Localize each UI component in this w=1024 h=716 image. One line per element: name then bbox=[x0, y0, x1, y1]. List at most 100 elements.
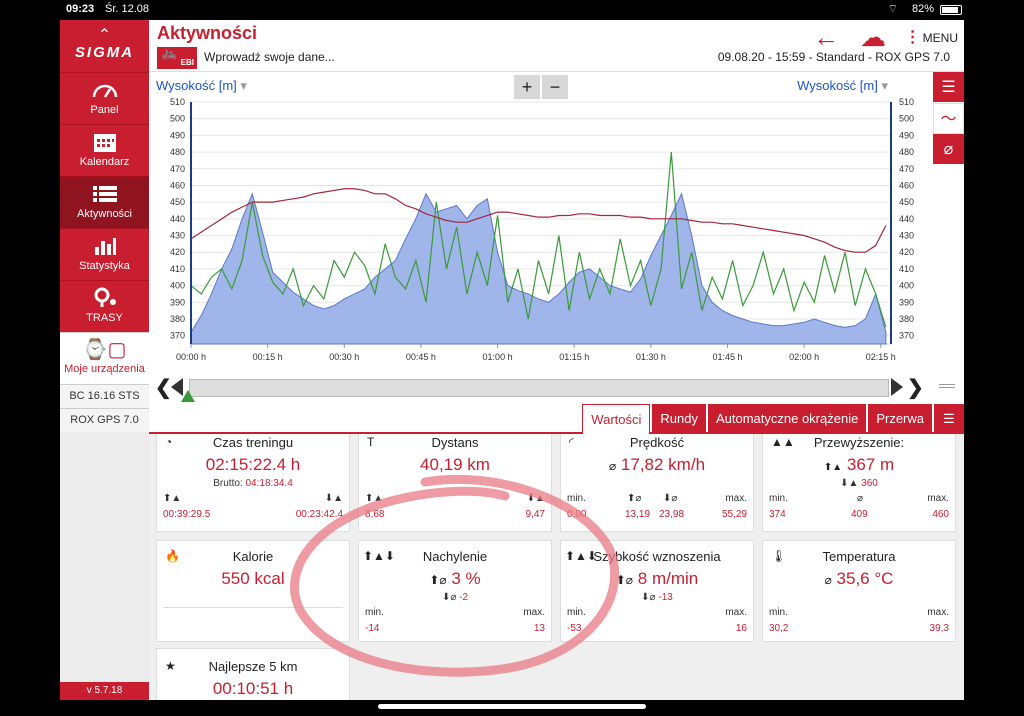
notes-input[interactable]: Wprowadź swoje dane... bbox=[204, 50, 335, 64]
left-axis-selector[interactable]: Wysokość [m] ▾ bbox=[156, 78, 247, 93]
flame-icon: 🔥 bbox=[165, 549, 180, 563]
uphill-icon: ⬆▲ bbox=[365, 493, 384, 504]
hand-drawn-circle-annotation bbox=[290, 474, 620, 677]
zoom-out-button[interactable]: − bbox=[542, 75, 568, 99]
card-predkosc[interactable]: ◜ Prędkość ⌀ 17,82 km/h min. ⬆⌀ ⬇⌀ max. … bbox=[560, 434, 754, 532]
watch-device-icon: ⌚▢ bbox=[82, 339, 127, 361]
legend-list-button[interactable]: ☰ bbox=[933, 72, 964, 103]
average-button[interactable]: ⌀ bbox=[933, 134, 964, 165]
zoom-in-button[interactable]: + bbox=[514, 75, 540, 99]
sidebar-item-kalendarz[interactable]: Kalendarz bbox=[60, 124, 149, 176]
x-tick-label: 01:00 h bbox=[483, 352, 513, 362]
menu-button[interactable]: ⋮ MENU bbox=[904, 29, 958, 46]
uphill-avg-icon: ⬆⌀ bbox=[627, 493, 642, 504]
y-tick-label-left: 370 bbox=[170, 331, 185, 341]
card-szybkosc-wznoszenia[interactable]: ⬆▲⬇ Szybkość wznoszenia ⬆⌀ 8 m/min ⬇⌀ -1… bbox=[560, 540, 754, 642]
drag-handle-icon[interactable] bbox=[939, 384, 955, 388]
card-najlepsze-5km[interactable]: ★ Najlepsze 5 km 00:10:51 h bbox=[156, 648, 350, 700]
x-tick-label: 00:15 h bbox=[253, 352, 283, 362]
page-title: Aktywności bbox=[157, 23, 258, 43]
star-icon: ★ bbox=[165, 659, 176, 673]
activity-meta: 09.08.20 - 15:59 - Standard - ROX GPS 7.… bbox=[717, 50, 950, 64]
average-icon: ⌀ bbox=[608, 459, 617, 473]
position-marker[interactable] bbox=[181, 390, 195, 402]
card-nachylenie[interactable]: ⬆▲⬇ Nachylenie ⬆⌀ 3 % ⬇⌀ -2 min. max. -1… bbox=[358, 540, 552, 642]
card-temperatura[interactable]: 🌡 Temperatura ⌀ 35,6 °C min. max. 30,2 3… bbox=[762, 540, 956, 642]
y-tick-label-right: 440 bbox=[899, 214, 914, 224]
y-tick-label-right: 380 bbox=[899, 314, 914, 324]
timeline-right-arrow[interactable]: ❯ bbox=[907, 377, 924, 399]
app-window: ⌃ SIGMA Panel Kalendarz Aktywności Staty… bbox=[60, 20, 964, 700]
y-tick-label-right: 450 bbox=[899, 197, 914, 207]
sidebar-item-statystyka[interactable]: Statystyka bbox=[60, 228, 149, 280]
sidebar-item-trasy[interactable]: TRASY bbox=[60, 280, 149, 332]
uphill-icon: ⬆▲ bbox=[823, 462, 843, 473]
cloud-sync-icon[interactable]: ☁ bbox=[860, 22, 886, 52]
y-tick-label-right: 410 bbox=[899, 264, 914, 274]
sidebar-item-panel[interactable]: Panel bbox=[60, 72, 149, 124]
list-icon bbox=[92, 186, 117, 202]
wifi-icon: ⌔ bbox=[887, 3, 898, 15]
y-tick-label-left: 380 bbox=[170, 314, 185, 324]
y-tick-label-left: 460 bbox=[170, 180, 185, 190]
downhill-icon: ⬇▲ bbox=[840, 478, 862, 489]
device-item[interactable]: ROX GPS 7.0 bbox=[60, 408, 149, 432]
x-tick-label: 01:45 h bbox=[712, 352, 742, 362]
y-tick-label-right: 400 bbox=[899, 281, 914, 291]
device-item[interactable]: BC 16.16 STS bbox=[60, 384, 149, 408]
route-pin-icon bbox=[94, 287, 116, 307]
downhill-avg-icon: ⬇⌀ bbox=[663, 493, 678, 504]
status-time: 09:23 bbox=[66, 3, 95, 15]
y-tick-label-left: 490 bbox=[170, 130, 185, 140]
y-tick-label-right: 370 bbox=[899, 331, 914, 341]
dropdown-caret-icon: ▾ bbox=[240, 78, 247, 93]
card-czas-treningu[interactable]: ◔ Czas treningu 02:15:22.4 h Brutto: 04:… bbox=[156, 434, 350, 532]
tab-automatyczne-okrazenie[interactable]: Automatyczne okrążenie bbox=[707, 404, 867, 434]
speedometer-icon: ◜ bbox=[569, 435, 574, 449]
timeline-scrubber[interactable]: ❮ ❯ bbox=[149, 372, 964, 402]
x-tick-label: 01:15 h bbox=[559, 352, 589, 362]
card-przewyzszenie[interactable]: ▲▲ Przewyższenie: ⬆▲ 367 m ⬇▲ 360 min. ⌀… bbox=[762, 434, 956, 532]
range-end-handle[interactable] bbox=[891, 378, 903, 396]
timeline-left-arrow[interactable]: ❮ bbox=[155, 377, 172, 399]
calendar-icon bbox=[93, 134, 116, 152]
tab-list-icon[interactable]: ☰ bbox=[934, 404, 964, 434]
back-arrow-icon[interactable]: ← bbox=[813, 22, 839, 52]
card-kalorie[interactable]: 🔥 Kalorie 550 kcal bbox=[156, 540, 350, 642]
right-axis-selector[interactable]: Wysokość [m] ▾ bbox=[797, 78, 888, 93]
x-tick-label: 02:00 h bbox=[789, 352, 819, 362]
y-tick-label-right: 390 bbox=[899, 297, 914, 307]
line-chart-button[interactable]: 〜 bbox=[933, 103, 964, 134]
slope-icon: ⬆▲⬇ bbox=[363, 549, 395, 563]
sigma-logo: ⌃ SIGMA bbox=[60, 20, 149, 72]
sidebar-item-label: Panel bbox=[90, 104, 119, 116]
y-tick-label-right: 460 bbox=[899, 180, 914, 190]
uphill-avg-icon: ⬆⌀ bbox=[429, 573, 447, 587]
y-tick-label-right: 500 bbox=[899, 114, 914, 124]
sigma-symbol-icon: ⌃ bbox=[97, 27, 112, 44]
y-tick-label-left: 430 bbox=[170, 231, 185, 241]
y-tick-label-left: 470 bbox=[170, 164, 185, 174]
timeline-track[interactable] bbox=[189, 379, 889, 397]
altitude-chart[interactable]: Wysokość [m] ▾ Wysokość [m] ▾ + − 510 510… bbox=[149, 72, 933, 372]
sidebar-item-devices[interactable]: ⌚▢ Moje urządzenia bbox=[60, 332, 149, 384]
sidebar-item-aktywnosci[interactable]: Aktywności bbox=[60, 176, 149, 228]
devices-label: Moje urządzenia bbox=[64, 363, 145, 375]
tab-rundy[interactable]: Rundy bbox=[652, 404, 706, 434]
tab-wartosci[interactable]: Wartości bbox=[582, 404, 651, 434]
downhill-avg-icon: ⬇⌀ bbox=[641, 592, 659, 603]
chart-canvas: 510 510 500 500 490 490 480 480 470 470 460 460 450 4… bbox=[170, 97, 914, 362]
more-vertical-icon: ⋮ bbox=[904, 29, 921, 46]
uphill-avg-icon: ⬆⌀ bbox=[615, 573, 634, 587]
distance-marker-icon: T bbox=[367, 435, 375, 449]
series-red-line bbox=[190, 188, 887, 253]
x-tick-label: 01:30 h bbox=[636, 352, 666, 362]
battery-percent: 82% bbox=[911, 3, 934, 15]
sidebar-item-label: Statystyka bbox=[79, 260, 130, 272]
ebike-badge[interactable]: 🚲 EBI bbox=[157, 46, 197, 69]
version-label: v 5.7.18 bbox=[60, 682, 149, 700]
downhill-avg-icon: ⬇⌀ bbox=[441, 592, 460, 603]
tab-przerwa[interactable]: Przerwa bbox=[868, 404, 932, 434]
sidebar-item-label: TRASY bbox=[86, 312, 123, 324]
dropdown-caret-icon: ▾ bbox=[881, 78, 888, 93]
